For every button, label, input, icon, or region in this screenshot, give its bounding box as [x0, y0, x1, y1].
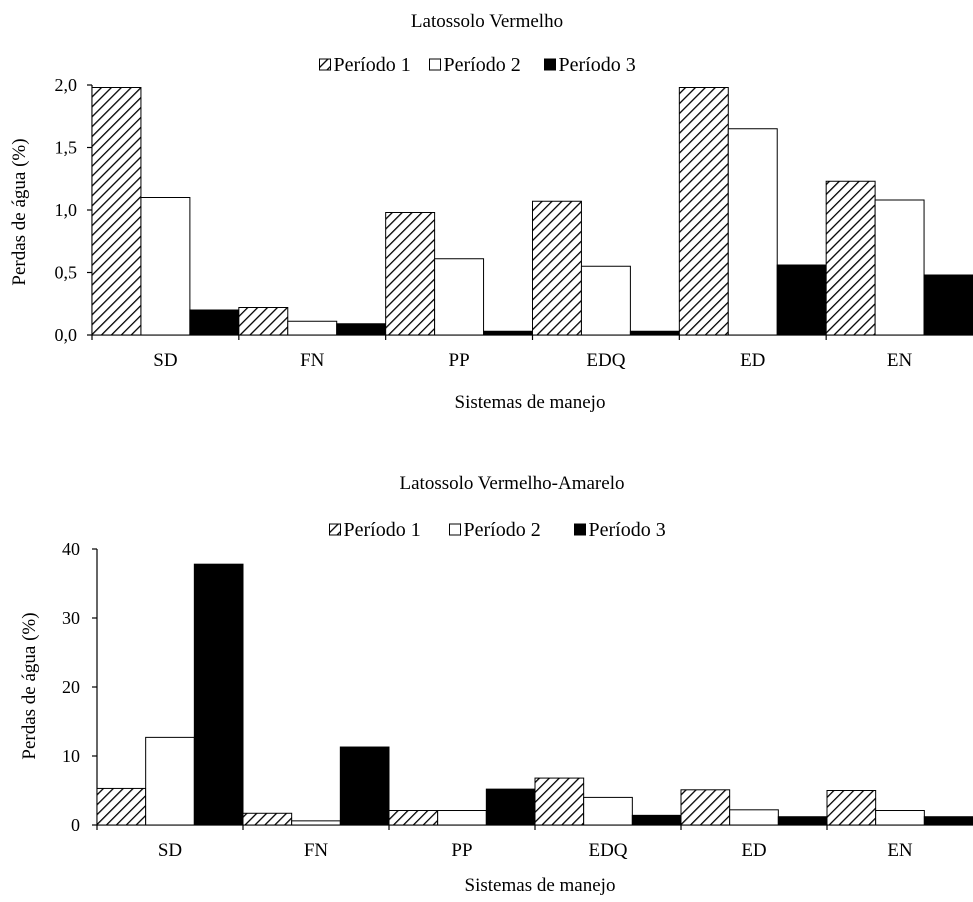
legend-swatch-periodo-2 — [449, 523, 461, 536]
bar-sd-periodo-1 — [91, 87, 142, 336]
legend-label-periodo-3: Período 3 — [559, 54, 636, 76]
x-category-label: ED — [741, 840, 766, 861]
bar-edq-periodo-1 — [532, 200, 582, 336]
bar-pp-periodo-3 — [485, 788, 536, 826]
chart-2-y-axis-label: Perdas de água (%) — [19, 612, 40, 759]
bar-en-periodo-2 — [874, 199, 925, 336]
legend-swatch-periodo-3 — [574, 523, 586, 536]
chart-1-x-axis-label: Sistemas de manejo — [455, 392, 606, 413]
x-category-label: FN — [300, 350, 325, 371]
bar-en-periodo-1 — [826, 790, 877, 826]
bar-en-periodo-1 — [825, 180, 876, 336]
legend-label-periodo-1: Período 1 — [344, 519, 421, 541]
chart-2-plot: 0 10 20 30 40 SD FN PP EDQ ED EN — [62, 539, 973, 861]
bar-sd-periodo-2 — [140, 197, 191, 336]
bar-en-periodo-2 — [875, 810, 925, 826]
chart-2: Latossolo Vermelho-Amarelo Período 1 Perí… — [19, 473, 973, 896]
bar-pp-periodo-2 — [437, 810, 487, 826]
y-tick-label: 2,0 — [55, 75, 78, 95]
y-tick-label: 0,0 — [55, 325, 78, 345]
bar-pp-periodo-3 — [483, 330, 533, 336]
y-tick-label: 1,5 — [55, 138, 78, 158]
legend-swatch-periodo-1 — [329, 523, 341, 536]
x-category-label: SD — [158, 840, 182, 861]
bar-fn-periodo-1 — [238, 307, 289, 336]
y-tick-label: 10 — [62, 746, 80, 766]
bar-sd-periodo-3 — [189, 309, 240, 336]
bar-pp-periodo-1 — [385, 212, 436, 336]
y-tick-label: 40 — [62, 539, 80, 559]
chart-1-y-axis-label: Perdas de água (%) — [9, 138, 30, 285]
x-category-label: EDQ — [586, 350, 625, 371]
y-tick-label: 30 — [62, 608, 80, 628]
bar-ed-periodo-3 — [776, 264, 827, 336]
x-category-label: SD — [153, 350, 177, 371]
chart-1: Latossolo Vermelho Período 1 Período 2 Per… — [9, 11, 973, 413]
x-category-label: FN — [304, 840, 329, 861]
bar-ed-periodo-1 — [678, 87, 729, 336]
bar-pp-periodo-1 — [388, 810, 439, 826]
bar-edq-periodo-3 — [631, 814, 682, 826]
chart-2-legend: Período 1 Período 2 Período 3 — [329, 519, 666, 541]
bar-ed-periodo-2 — [729, 809, 779, 826]
legend-swatch-periodo-3 — [544, 58, 556, 71]
chart-2-x-axis-label: Sistemas de manejo — [465, 875, 616, 896]
y-tick-label: 0,5 — [55, 263, 78, 283]
legend-label-periodo-2: Período 2 — [464, 519, 541, 541]
legend-label-periodo-1: Período 1 — [334, 54, 411, 76]
bar-sd-periodo-1 — [96, 787, 147, 826]
bar-pp-periodo-2 — [434, 258, 485, 336]
bar-fn-periodo-2 — [287, 320, 338, 336]
legend-swatch-periodo-1 — [319, 58, 331, 71]
legend-swatch-periodo-2 — [429, 58, 441, 71]
chart-1-plot: 0,0 0,5 1,0 1,5 2,0 SD FN PP EDQ ED EN — [55, 75, 973, 371]
y-tick-label: 1,0 — [55, 200, 78, 220]
chart-2-title: Latossolo Vermelho-Amarelo — [400, 473, 625, 494]
x-category-label: EN — [887, 350, 913, 371]
x-category-label: EN — [887, 840, 913, 861]
bar-sd-periodo-3 — [193, 563, 244, 826]
y-tick-label: 20 — [62, 677, 80, 697]
bar-en-periodo-3 — [923, 816, 973, 826]
bar-fn-periodo-3 — [336, 323, 387, 336]
bar-edq-periodo-1 — [534, 777, 585, 826]
bar-fn-periodo-3 — [339, 746, 390, 826]
bar-edq-periodo-2 — [580, 265, 631, 336]
bar-edq-periodo-2 — [583, 796, 633, 826]
legend-label-periodo-2: Período 2 — [444, 54, 521, 76]
bar-fn-periodo-2 — [291, 820, 341, 826]
bar-sd-periodo-2 — [145, 736, 195, 826]
bar-edq-periodo-3 — [629, 330, 680, 336]
x-category-label: PP — [451, 840, 472, 861]
x-category-label: ED — [740, 350, 765, 371]
x-category-label: PP — [449, 350, 470, 371]
bar-ed-periodo-2 — [727, 128, 778, 336]
bar-ed-periodo-3 — [777, 816, 828, 826]
y-tick-label: 0 — [71, 815, 80, 835]
chart-1-title: Latossolo Vermelho — [411, 11, 563, 32]
x-category-label: EDQ — [588, 840, 627, 861]
bar-en-periodo-3 — [923, 274, 973, 336]
legend-label-periodo-3: Período 3 — [589, 519, 666, 541]
chart-1-legend: Período 1 Período 2 Período 3 — [319, 54, 636, 76]
bar-ed-periodo-1 — [680, 789, 731, 826]
bar-fn-periodo-1 — [242, 812, 293, 826]
